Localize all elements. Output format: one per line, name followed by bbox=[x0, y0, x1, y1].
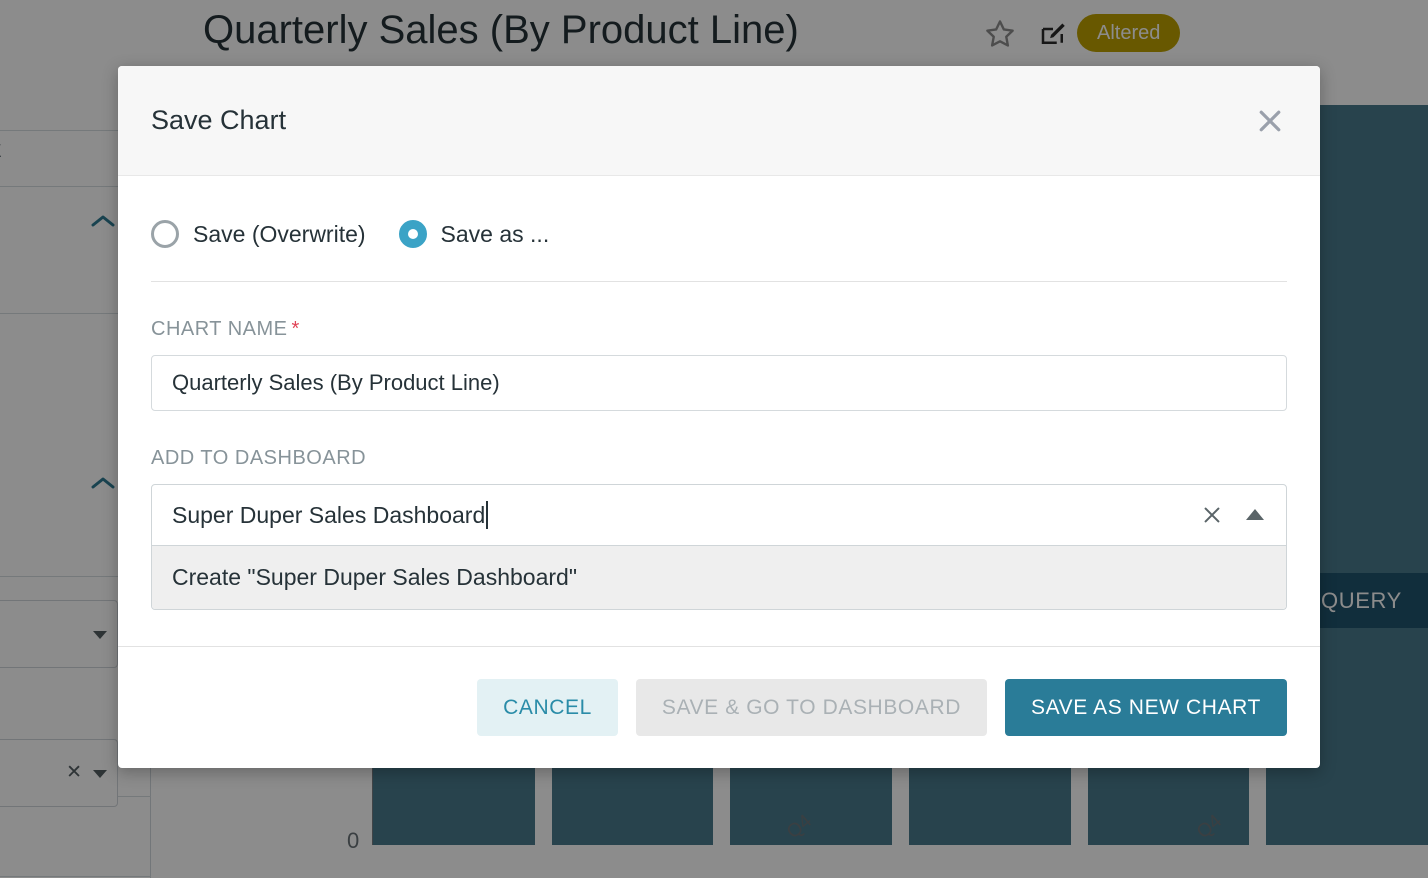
control-panel-section-label: ZE bbox=[0, 141, 2, 162]
dashboard-dropdown-menu: Create "Super Duper Sales Dashboard" bbox=[151, 546, 1287, 610]
save-mode-radio-group: Save (Overwrite) Save as ... bbox=[151, 220, 1287, 248]
caret-down-icon[interactable] bbox=[93, 631, 107, 639]
radio-indicator-unchecked[interactable] bbox=[151, 220, 179, 248]
modal-title: Save Chart bbox=[151, 105, 287, 135]
modal-header: Save Chart bbox=[118, 66, 1320, 176]
chart-name-label-text: CHART NAME bbox=[151, 318, 288, 340]
chevron-up-icon[interactable] bbox=[90, 475, 116, 491]
star-icon[interactable] bbox=[983, 18, 1017, 50]
modal-body: Save (Overwrite) Save as ... CHART NAME *… bbox=[118, 176, 1320, 646]
run-query-button[interactable]: QUERY bbox=[1307, 573, 1428, 628]
text-cursor bbox=[486, 501, 489, 529]
add-to-dashboard-label: ADD TO DASHBOARD bbox=[151, 447, 367, 469]
cancel-button[interactable]: CANCEL bbox=[477, 679, 618, 736]
close-x-icon[interactable]: ✕ bbox=[66, 762, 82, 783]
close-icon[interactable] bbox=[1248, 99, 1292, 143]
panel-multiselect[interactable]: ✕ bbox=[0, 739, 118, 807]
section-divider bbox=[151, 281, 1287, 282]
save-chart-modal: Save Chart Save (Overwrite) Save as ... … bbox=[118, 66, 1320, 768]
caret-down-icon[interactable] bbox=[93, 770, 107, 778]
radio-save-as-label: Save as ... bbox=[440, 220, 550, 247]
chart-name-input[interactable] bbox=[151, 355, 1287, 411]
page-title: Quarterly Sales (By Product Line) bbox=[203, 8, 799, 52]
panel-select[interactable] bbox=[0, 600, 118, 668]
panel-divider bbox=[0, 130, 151, 131]
radio-indicator-checked[interactable] bbox=[398, 220, 427, 248]
dashboard-option-create[interactable]: Create "Super Duper Sales Dashboard" bbox=[152, 546, 1286, 609]
chevron-up-icon[interactable] bbox=[90, 213, 116, 229]
dashboard-combobox: Super Duper Sales Dashboard Create "Supe… bbox=[151, 484, 1287, 610]
chart-name-label: CHART NAME * bbox=[151, 318, 1287, 341]
radio-save-as[interactable]: Save as ... bbox=[398, 220, 550, 248]
panel-divider bbox=[0, 576, 151, 577]
dashboard-combobox-value: Super Duper Sales Dashboard bbox=[172, 501, 486, 528]
dashboard-combobox-input[interactable]: Super Duper Sales Dashboard bbox=[151, 484, 1287, 546]
radio-save-overwrite-label: Save (Overwrite) bbox=[193, 220, 366, 247]
panel-divider bbox=[0, 313, 151, 314]
panel-divider bbox=[0, 876, 151, 877]
modal-footer: CANCEL SAVE & GO TO DASHBOARD SAVE AS NE… bbox=[118, 646, 1320, 768]
edit-pencil-icon[interactable] bbox=[1038, 19, 1068, 49]
chart-y-tick-0: 0 bbox=[347, 828, 360, 853]
app-header bbox=[0, 0, 1428, 66]
radio-save-overwrite[interactable]: Save (Overwrite) bbox=[151, 220, 366, 248]
save-and-go-to-dashboard-button: SAVE & GO TO DASHBOARD bbox=[635, 679, 988, 736]
required-marker: * bbox=[291, 318, 300, 340]
caret-up-icon[interactable] bbox=[1246, 509, 1264, 520]
clear-icon[interactable] bbox=[1200, 503, 1224, 527]
panel-divider bbox=[0, 186, 151, 187]
save-as-new-chart-button[interactable]: SAVE AS NEW CHART bbox=[1005, 679, 1287, 736]
status-badge: Altered bbox=[1077, 14, 1181, 52]
